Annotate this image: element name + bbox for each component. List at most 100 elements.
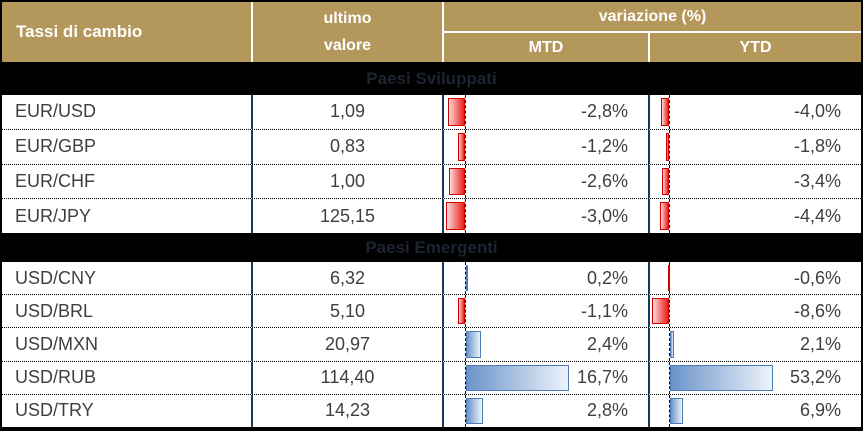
zero-axis-line [669, 361, 670, 394]
zero-axis-line [465, 129, 466, 164]
table-row: USD/TRY 14,23 2,8% 6,9% [2, 394, 861, 428]
last-value-cell: 5,10 [253, 295, 444, 328]
negative-variation-bar [661, 98, 669, 126]
mtd-variation-cell: 2,8% [444, 394, 650, 428]
zero-axis-line [465, 262, 466, 295]
currency-pair-label: EUR/USD [2, 95, 253, 129]
ytd-value: 6,9% [799, 400, 841, 421]
variation-subcolumns: MTD YTD [444, 33, 861, 62]
positive-variation-bar [466, 364, 569, 391]
last-value-cell: 114,40 [253, 361, 444, 394]
ytd-variation-cell: -3,4% [650, 164, 861, 199]
section-header: Paesi Sviluppati [2, 62, 861, 95]
last-value-cell: 1,00 [253, 164, 444, 199]
table-row: EUR/CHF 1,00 -2,6% -3,4% [2, 164, 861, 200]
mtd-value: -3,0% [580, 205, 628, 226]
table-row: EUR/USD 1,09 -2,8% -4,0% [2, 95, 861, 130]
ytd-variation-cell: -0,6% [650, 262, 861, 295]
ytd-variation-cell: -8,6% [650, 295, 861, 328]
zero-axis-line [669, 199, 670, 233]
currency-pair-label: USD/MXN [2, 328, 253, 361]
zero-axis-line [465, 295, 466, 328]
last-value-cell: 6,32 [253, 262, 444, 295]
ytd-value: -1,8% [793, 136, 841, 157]
currency-pair-label: USD/BRL [2, 295, 253, 328]
column-header-mtd: MTD [444, 33, 650, 62]
mtd-variation-cell: -3,0% [444, 199, 650, 233]
last-value-cell: 1,09 [253, 95, 444, 129]
ytd-value: -4,4% [793, 205, 841, 226]
currency-pair-label: USD/RUB [2, 361, 253, 394]
mtd-value: -1,2% [580, 136, 628, 157]
table-row: EUR/JPY 125,15 -3,0% -4,4% [2, 199, 861, 233]
negative-variation-bar [666, 132, 669, 161]
table-row: EUR/GBP 0,83 -1,2% -1,8% [2, 129, 861, 165]
ytd-variation-cell: 53,2% [650, 361, 861, 394]
negative-variation-bar [458, 298, 465, 325]
mtd-value: 2,4% [586, 334, 628, 354]
mtd-value: 0,2% [586, 267, 628, 288]
mtd-value: -1,1% [580, 300, 628, 321]
negative-variation-bar [660, 202, 669, 230]
mtd-variation-cell: -1,2% [444, 129, 650, 164]
positive-variation-bar [670, 331, 674, 358]
currency-pair-label: EUR/GBP [2, 129, 253, 164]
currency-pair-label: USD/TRY [2, 394, 253, 428]
zero-axis-line [465, 328, 466, 361]
zero-axis-line [669, 394, 670, 428]
mtd-variation-cell: -2,6% [444, 164, 650, 199]
positive-variation-bar [670, 397, 683, 425]
mtd-value: 16,7% [576, 367, 628, 388]
table-body: Paesi Sviluppati EUR/USD 1,09 -2,8% -4,0… [2, 62, 861, 428]
ytd-variation-cell: -4,0% [650, 95, 861, 129]
positive-variation-bar [466, 397, 483, 425]
zero-axis-line [669, 295, 670, 328]
mtd-variation-cell: -1,1% [444, 295, 650, 328]
column-header-last-value: ultimo valore [253, 2, 444, 62]
mtd-value: -2,6% [580, 170, 628, 191]
positive-variation-bar [670, 364, 773, 391]
table-header: Tassi di cambio ultimo valore variazione… [2, 2, 861, 62]
section-rows: USD/CNY 6,32 0,2% -0,6% USD/BRL 5,10 -1,… [2, 262, 861, 428]
negative-variation-bar [662, 167, 669, 196]
negative-variation-bar [448, 98, 465, 126]
zero-axis-line [465, 361, 466, 394]
section-header: Paesi Emergenti [2, 233, 861, 262]
ytd-variation-cell: -1,8% [650, 129, 861, 164]
negative-variation-bar [446, 202, 465, 230]
currency-pair-label: EUR/JPY [2, 199, 253, 233]
mtd-variation-cell: -2,8% [444, 95, 650, 129]
positive-variation-bar [466, 265, 468, 292]
zero-axis-line [669, 129, 670, 164]
mtd-variation-cell: 16,7% [444, 361, 650, 394]
ytd-value: -3,4% [793, 170, 841, 191]
currency-pair-label: EUR/CHF [2, 164, 253, 199]
last-value-cell: 125,15 [253, 199, 444, 233]
ytd-variation-cell: -4,4% [650, 199, 861, 233]
currency-pair-label: USD/CNY [2, 262, 253, 295]
last-value-line2: valore [323, 36, 372, 54]
mtd-variation-cell: 2,4% [444, 328, 650, 361]
negative-variation-bar [668, 265, 670, 292]
zero-axis-line [465, 394, 466, 428]
negative-variation-bar [458, 132, 465, 161]
ytd-value: -8,6% [793, 300, 841, 321]
table-row: USD/CNY 6,32 0,2% -0,6% [2, 262, 861, 296]
column-header-variation-group: variazione (%) MTD YTD [444, 2, 861, 62]
column-header-variation: variazione (%) [444, 2, 861, 33]
zero-axis-line [669, 95, 670, 129]
section-rows: EUR/USD 1,09 -2,8% -4,0% EUR/GBP 0,83 -1… [2, 95, 861, 233]
mtd-value: -2,8% [580, 101, 628, 122]
mtd-value: 2,8% [586, 400, 628, 421]
zero-axis-line [669, 328, 670, 361]
positive-variation-bar [466, 331, 481, 358]
ytd-value: 2,1% [799, 334, 841, 354]
ytd-value: 53,2% [789, 367, 841, 388]
last-value-cell: 14,23 [253, 394, 444, 428]
negative-variation-bar [652, 298, 669, 325]
zero-axis-line [465, 199, 466, 233]
table-row: USD/MXN 20,97 2,4% 2,1% [2, 328, 861, 362]
ytd-value: -0,6% [793, 267, 841, 288]
mtd-variation-cell: 0,2% [444, 262, 650, 295]
